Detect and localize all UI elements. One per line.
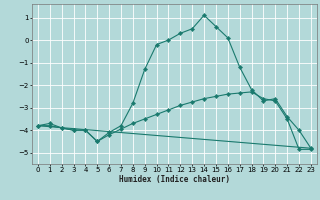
X-axis label: Humidex (Indice chaleur): Humidex (Indice chaleur): [119, 175, 230, 184]
